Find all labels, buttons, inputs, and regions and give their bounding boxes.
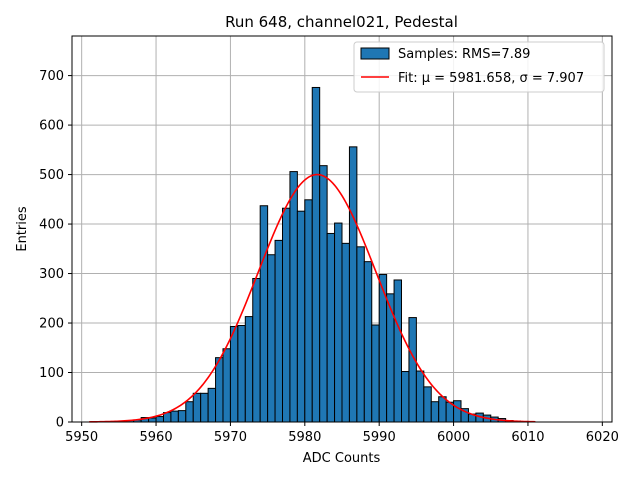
y-tick-label: 300	[39, 267, 64, 282]
y-tick-label: 100	[39, 366, 64, 381]
histogram-bar	[200, 392, 209, 423]
y-tick-label: 500	[39, 168, 64, 183]
histogram-bar	[371, 324, 380, 423]
histogram-bar	[274, 239, 283, 423]
legend-box	[353, 41, 605, 93]
legend: Samples: RMS=7.89 Fit: μ = 5981.658, σ =…	[353, 41, 605, 93]
plot-frame	[71, 35, 613, 423]
x-tick-label: 6020	[586, 430, 619, 445]
x-tick-label: 5990	[363, 430, 396, 445]
x-axis-ticks: 5950 5960 5970 5980 5990 6000 6010 6020	[65, 422, 619, 445]
histogram-bar	[244, 316, 254, 423]
histogram-bar	[185, 401, 194, 423]
histogram-bar	[341, 242, 350, 423]
y-axis-ticks: 0 100 200 300 400 500 600 700	[39, 69, 72, 431]
histogram-bar	[356, 246, 365, 423]
histogram-bar	[296, 210, 306, 423]
histogram-bar	[363, 261, 373, 423]
x-tick-label: 5970	[214, 430, 247, 445]
histogram-bars	[125, 86, 522, 423]
y-tick-label: 400	[39, 218, 64, 233]
histogram-bar	[177, 410, 187, 423]
histogram-bar	[252, 277, 261, 423]
histogram-bar	[326, 232, 336, 423]
histogram-bar	[155, 416, 164, 423]
histogram-bar	[215, 357, 224, 423]
histogram-bar	[170, 410, 179, 423]
histogram-bar	[334, 222, 343, 423]
histogram-bar	[438, 396, 447, 423]
histogram-bar	[430, 401, 440, 423]
histogram-bar	[229, 325, 239, 423]
legend-label-fit: Fit: μ = 5981.658, σ = 7.907	[398, 71, 584, 86]
y-tick-label: 0	[56, 416, 64, 431]
chart-title: Run 648, channel021, Pedestal	[225, 13, 458, 31]
histogram-bar	[423, 386, 432, 423]
x-tick-label: 5950	[65, 430, 98, 445]
y-axis-label: Entries	[15, 206, 30, 252]
histogram-bar	[222, 348, 231, 423]
x-tick-label: 6010	[511, 430, 544, 445]
y-tick-label: 700	[39, 69, 64, 84]
histogram-bar	[453, 400, 462, 423]
histogram-bar	[393, 279, 403, 423]
histogram-bar	[237, 325, 246, 423]
histogram-bar	[289, 171, 298, 423]
histogram-bar	[311, 86, 321, 423]
y-tick-label: 600	[39, 119, 64, 134]
legend-bar-swatch	[360, 47, 390, 60]
histogram-bar	[207, 387, 217, 423]
histogram-bar	[401, 371, 410, 423]
x-tick-label: 5980	[288, 430, 321, 445]
y-tick-label: 200	[39, 317, 64, 332]
histogram-bar	[192, 392, 202, 423]
x-tick-label: 5960	[140, 430, 173, 445]
x-tick-label: 6000	[437, 430, 470, 445]
histogram-bar	[415, 370, 425, 423]
x-axis-label: ADC Counts	[303, 451, 381, 466]
legend-label-samples: Samples: RMS=7.89	[398, 47, 530, 62]
histogram-bar	[319, 165, 328, 423]
histogram-bar	[281, 207, 291, 423]
histogram-bar	[348, 146, 358, 423]
histogram-bar	[267, 254, 276, 423]
histogram-bar	[148, 417, 157, 423]
fit-curve	[89, 173, 536, 423]
histogram-bar	[259, 205, 269, 423]
histogram-bar	[304, 199, 313, 423]
histogram-bar	[408, 317, 417, 423]
